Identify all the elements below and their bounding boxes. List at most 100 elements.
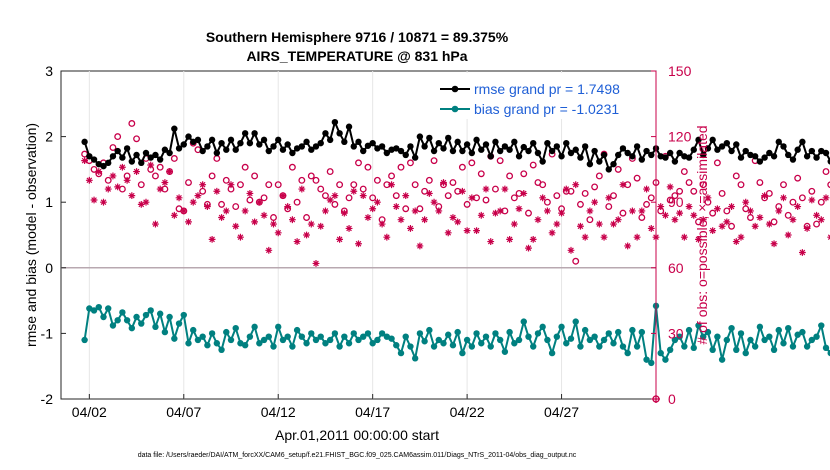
assimilated-obs-marker <box>251 218 259 226</box>
possible-obs-marker <box>746 214 754 221</box>
assimilated-obs-marker <box>732 238 740 245</box>
possible-obs-marker <box>345 194 353 202</box>
assimilated-obs-marker <box>803 225 811 232</box>
assimilated-obs-marker <box>449 214 457 221</box>
bias-point <box>275 323 282 331</box>
possible-obs-marker <box>359 185 367 193</box>
assimilated-obs-marker <box>699 216 707 224</box>
rmse-point <box>237 139 244 147</box>
rmse-point <box>256 141 263 148</box>
rmse-point <box>539 158 546 165</box>
bias-point <box>289 343 296 350</box>
plot-area <box>60 70 657 400</box>
assimilated-obs-marker <box>326 196 334 204</box>
assimilated-obs-marker <box>95 168 103 175</box>
bias-point <box>799 328 806 336</box>
rmse-point <box>284 141 291 148</box>
bias-point <box>81 336 88 344</box>
y2-axis-label: # of obs: o=possible; ×=assimilated <box>694 125 710 344</box>
y2-tick-label: 0 <box>668 391 676 407</box>
rmse-point <box>166 149 173 157</box>
bias-point <box>501 348 509 355</box>
assimilated-obs-marker <box>647 225 655 232</box>
bias-point <box>445 331 452 338</box>
rmse-point <box>114 147 121 155</box>
possible-obs-marker <box>506 172 514 180</box>
assimilated-obs-marker <box>166 168 174 175</box>
bias-point <box>114 317 121 324</box>
bias-point <box>770 346 778 353</box>
bias-point <box>397 349 405 357</box>
rmse-point <box>223 146 230 153</box>
assimilated-obs-marker <box>270 220 277 228</box>
assimilated-obs-marker <box>742 198 750 206</box>
rmse-point <box>341 138 348 146</box>
bias-point <box>426 326 433 334</box>
assimilated-obs-marker <box>378 220 386 228</box>
rmse-point <box>445 134 452 142</box>
bias-point <box>279 336 287 344</box>
possible-obs-marker <box>525 209 532 217</box>
bias-point <box>345 340 353 347</box>
assimilated-obs-marker <box>359 192 367 200</box>
assimilated-obs-marker <box>770 240 778 248</box>
assimilated-obs-marker <box>510 220 518 228</box>
assimilated-obs-marker <box>813 211 820 219</box>
assimilated-obs-marker <box>307 220 315 228</box>
possible-obs-marker <box>491 185 499 193</box>
possible-obs-marker <box>789 198 797 206</box>
bias-point <box>468 343 476 350</box>
possible-obs-marker <box>699 181 707 189</box>
possible-obs-marker <box>241 163 249 171</box>
assimilated-obs-marker <box>383 233 391 241</box>
possible-obs-marker <box>331 200 339 208</box>
rmse-point <box>298 143 306 150</box>
series-bias <box>81 302 830 367</box>
possible-obs-marker <box>638 214 646 221</box>
assimilated-obs-marker <box>586 207 594 215</box>
rmse-point <box>501 143 509 150</box>
rmse-point <box>709 136 716 144</box>
possible-obs-marker <box>104 176 112 184</box>
rmse-point <box>803 153 811 160</box>
assimilated-obs-marker <box>628 207 636 215</box>
rmse-point <box>567 149 575 157</box>
assimilated-obs-marker <box>416 242 424 250</box>
rmse-point <box>468 149 476 157</box>
rmse-point <box>260 136 268 144</box>
possible-obs-marker <box>406 159 414 167</box>
possible-obs-marker <box>392 192 400 200</box>
assimilated-obs-marker <box>336 235 344 243</box>
rmse-point <box>690 146 697 153</box>
bias-point <box>567 335 575 342</box>
assimilated-obs-marker <box>340 209 348 217</box>
rmse-point <box>100 162 107 170</box>
possible-obs-marker <box>529 161 537 169</box>
rmse-point <box>718 143 726 150</box>
bias-point <box>459 349 466 357</box>
y-tick-label: -1 <box>41 325 54 341</box>
rmse-point <box>128 158 136 165</box>
rmse-point <box>364 142 372 149</box>
bias-point <box>241 342 249 349</box>
rmse-point <box>751 153 759 160</box>
bias-point <box>785 324 792 332</box>
possible-obs-marker <box>595 172 603 180</box>
rmse-point <box>378 143 386 150</box>
bias-point <box>430 343 438 350</box>
assimilated-obs-marker <box>737 233 745 241</box>
possible-obs-marker <box>784 211 792 219</box>
bias-point <box>156 310 164 317</box>
bias-point <box>624 349 631 357</box>
rmse-point <box>275 136 282 144</box>
x-tick-label: 04/12 <box>261 404 296 420</box>
rmse-point <box>676 149 683 157</box>
assimilated-obs-marker <box>265 246 273 254</box>
rmse-point <box>548 147 556 155</box>
bias-point <box>619 343 627 350</box>
assimilated-obs-marker <box>232 222 240 230</box>
bias-point <box>133 313 140 321</box>
bias-point <box>496 336 504 344</box>
rmse-point <box>251 130 258 137</box>
bias-point <box>199 333 206 340</box>
